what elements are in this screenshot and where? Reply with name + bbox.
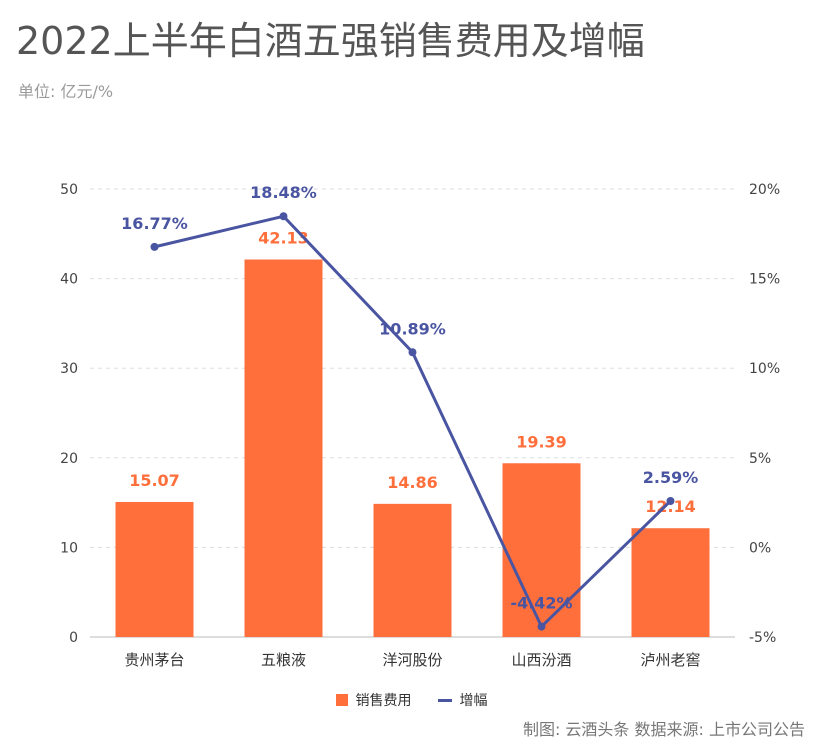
source-note: 制图: 云酒头条 数据来源: 上市公司公告	[522, 720, 805, 739]
line-point	[666, 496, 675, 505]
line-point	[408, 348, 417, 357]
x-tick-label: 山西汾酒	[511, 651, 571, 669]
y-right-tick-label: 10%	[749, 361, 780, 377]
line-value-label: 10.89%	[379, 319, 446, 338]
bar	[631, 528, 710, 637]
y-right-tick-label: 0%	[749, 540, 771, 556]
line-value-label: 18.48%	[250, 183, 317, 202]
y-right-tick-label: 15%	[749, 272, 780, 288]
legend: 销售费用 增幅	[0, 690, 823, 710]
legend-item-bar[interactable]: 销售费用	[335, 690, 412, 710]
line-point	[150, 242, 159, 251]
y-left-tick-label: 0	[69, 630, 78, 646]
chart-title: 2022上半年白酒五强销售费用及增幅	[16, 19, 645, 63]
line-value-label: 2.59%	[643, 468, 699, 487]
line-value-label: 16.77%	[121, 214, 188, 233]
x-tick-label: 泸州老窖	[640, 651, 700, 669]
chart-subtitle: 单位: 亿元/%	[18, 82, 114, 101]
y-left-tick-label: 20	[60, 451, 78, 467]
x-tick-label: 贵州茅台	[124, 651, 184, 669]
bar	[115, 501, 194, 637]
bar	[502, 463, 581, 637]
x-tick-label: 洋河股份	[382, 651, 442, 669]
bar-value-label: 14.86	[387, 473, 438, 492]
y-left-tick-label: 50	[60, 182, 78, 198]
line-value-label: -4.42%	[510, 594, 572, 613]
bar-value-label: 19.39	[516, 432, 567, 451]
legend-item-line[interactable]: 增幅	[437, 690, 488, 710]
line-point	[279, 212, 288, 221]
line-point	[537, 622, 546, 631]
y-right-tick-label: 20%	[749, 182, 780, 198]
legend-label-line: 增幅	[459, 693, 488, 709]
y-left-tick-label: 30	[60, 361, 78, 377]
bar	[373, 503, 452, 637]
y-right-tick-label: 5%	[749, 451, 771, 467]
bar	[244, 259, 323, 637]
y-left-tick-label: 40	[60, 272, 78, 288]
x-tick-label: 五粮液	[261, 651, 306, 669]
y-left-tick-label: 10	[60, 540, 78, 556]
bar-value-label: 15.07	[129, 471, 180, 490]
legend-swatch-bar	[335, 694, 348, 706]
bar-value-label: 42.13	[258, 229, 309, 248]
y-right-tick-label: -5%	[749, 630, 776, 646]
legend-label-bar: 销售费用	[355, 693, 412, 709]
legend-swatch-line	[437, 698, 452, 702]
